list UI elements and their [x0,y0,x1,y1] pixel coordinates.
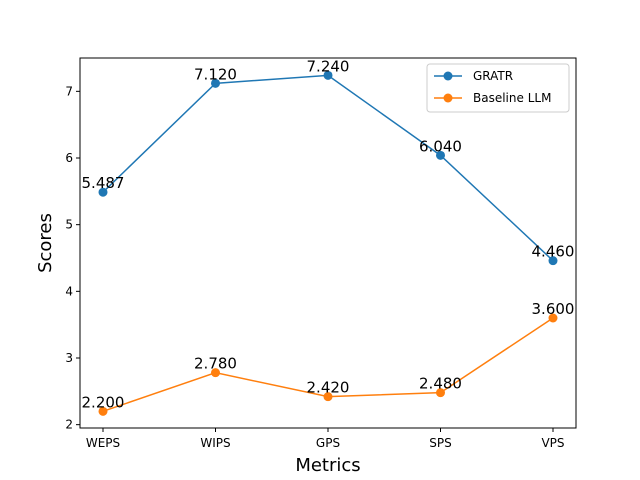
data-label: 2.200 [82,393,125,411]
x-axis-title: Metrics [295,455,360,476]
x-tick-label: WEPS [86,436,120,450]
legend-marker [443,71,453,81]
data-point [436,388,445,398]
data-point [98,187,108,197]
y-tick-label: 3 [65,351,73,365]
series-layer [98,70,558,416]
x-axis: WEPS WIPS GPS SPS VPS [86,428,565,450]
legend-label: GRATR [473,69,513,83]
data-label: 7.240 [307,57,350,75]
legend-label: Baseline LLM [473,91,551,105]
data-label: 4.460 [532,243,575,261]
x-tick-label: SPS [429,436,451,450]
data-point [548,313,558,323]
data-label: 2.420 [307,379,350,397]
data-point [436,150,445,160]
data-label: 6.040 [419,137,462,155]
data-label: 5.487 [82,174,125,192]
data-label: 2.480 [419,375,462,393]
data-point [548,256,558,266]
data-label: 7.120 [194,65,237,83]
legend: GRATR Baseline LLM [426,63,570,113]
y-tick-label: 6 [65,151,73,165]
data-label: 3.600 [532,300,575,318]
data-point [211,78,220,88]
data-point [323,392,333,402]
y-tick-label: 4 [65,284,73,298]
data-point [211,368,220,378]
x-tick-label: WIPS [200,436,230,450]
data-labels: 5.487 7.120 7.240 6.040 4.460 2.200 2.780 2.420… [82,57,575,411]
data-point [323,70,333,80]
y-tick-label: 5 [65,218,73,232]
legend-marker [443,93,453,103]
y-tick-label: 7 [65,84,73,98]
y-axis: 2 3 4 5 6 7 [65,84,80,432]
x-tick-label: GPS [316,436,340,450]
data-point [98,406,108,416]
y-tick-label: 2 [65,418,73,432]
y-axis-title: Scores [35,213,56,273]
legend-frame [426,63,570,113]
data-label: 2.780 [194,355,237,373]
x-tick-label: VPS [541,436,564,450]
plot-area-frame [79,57,577,429]
